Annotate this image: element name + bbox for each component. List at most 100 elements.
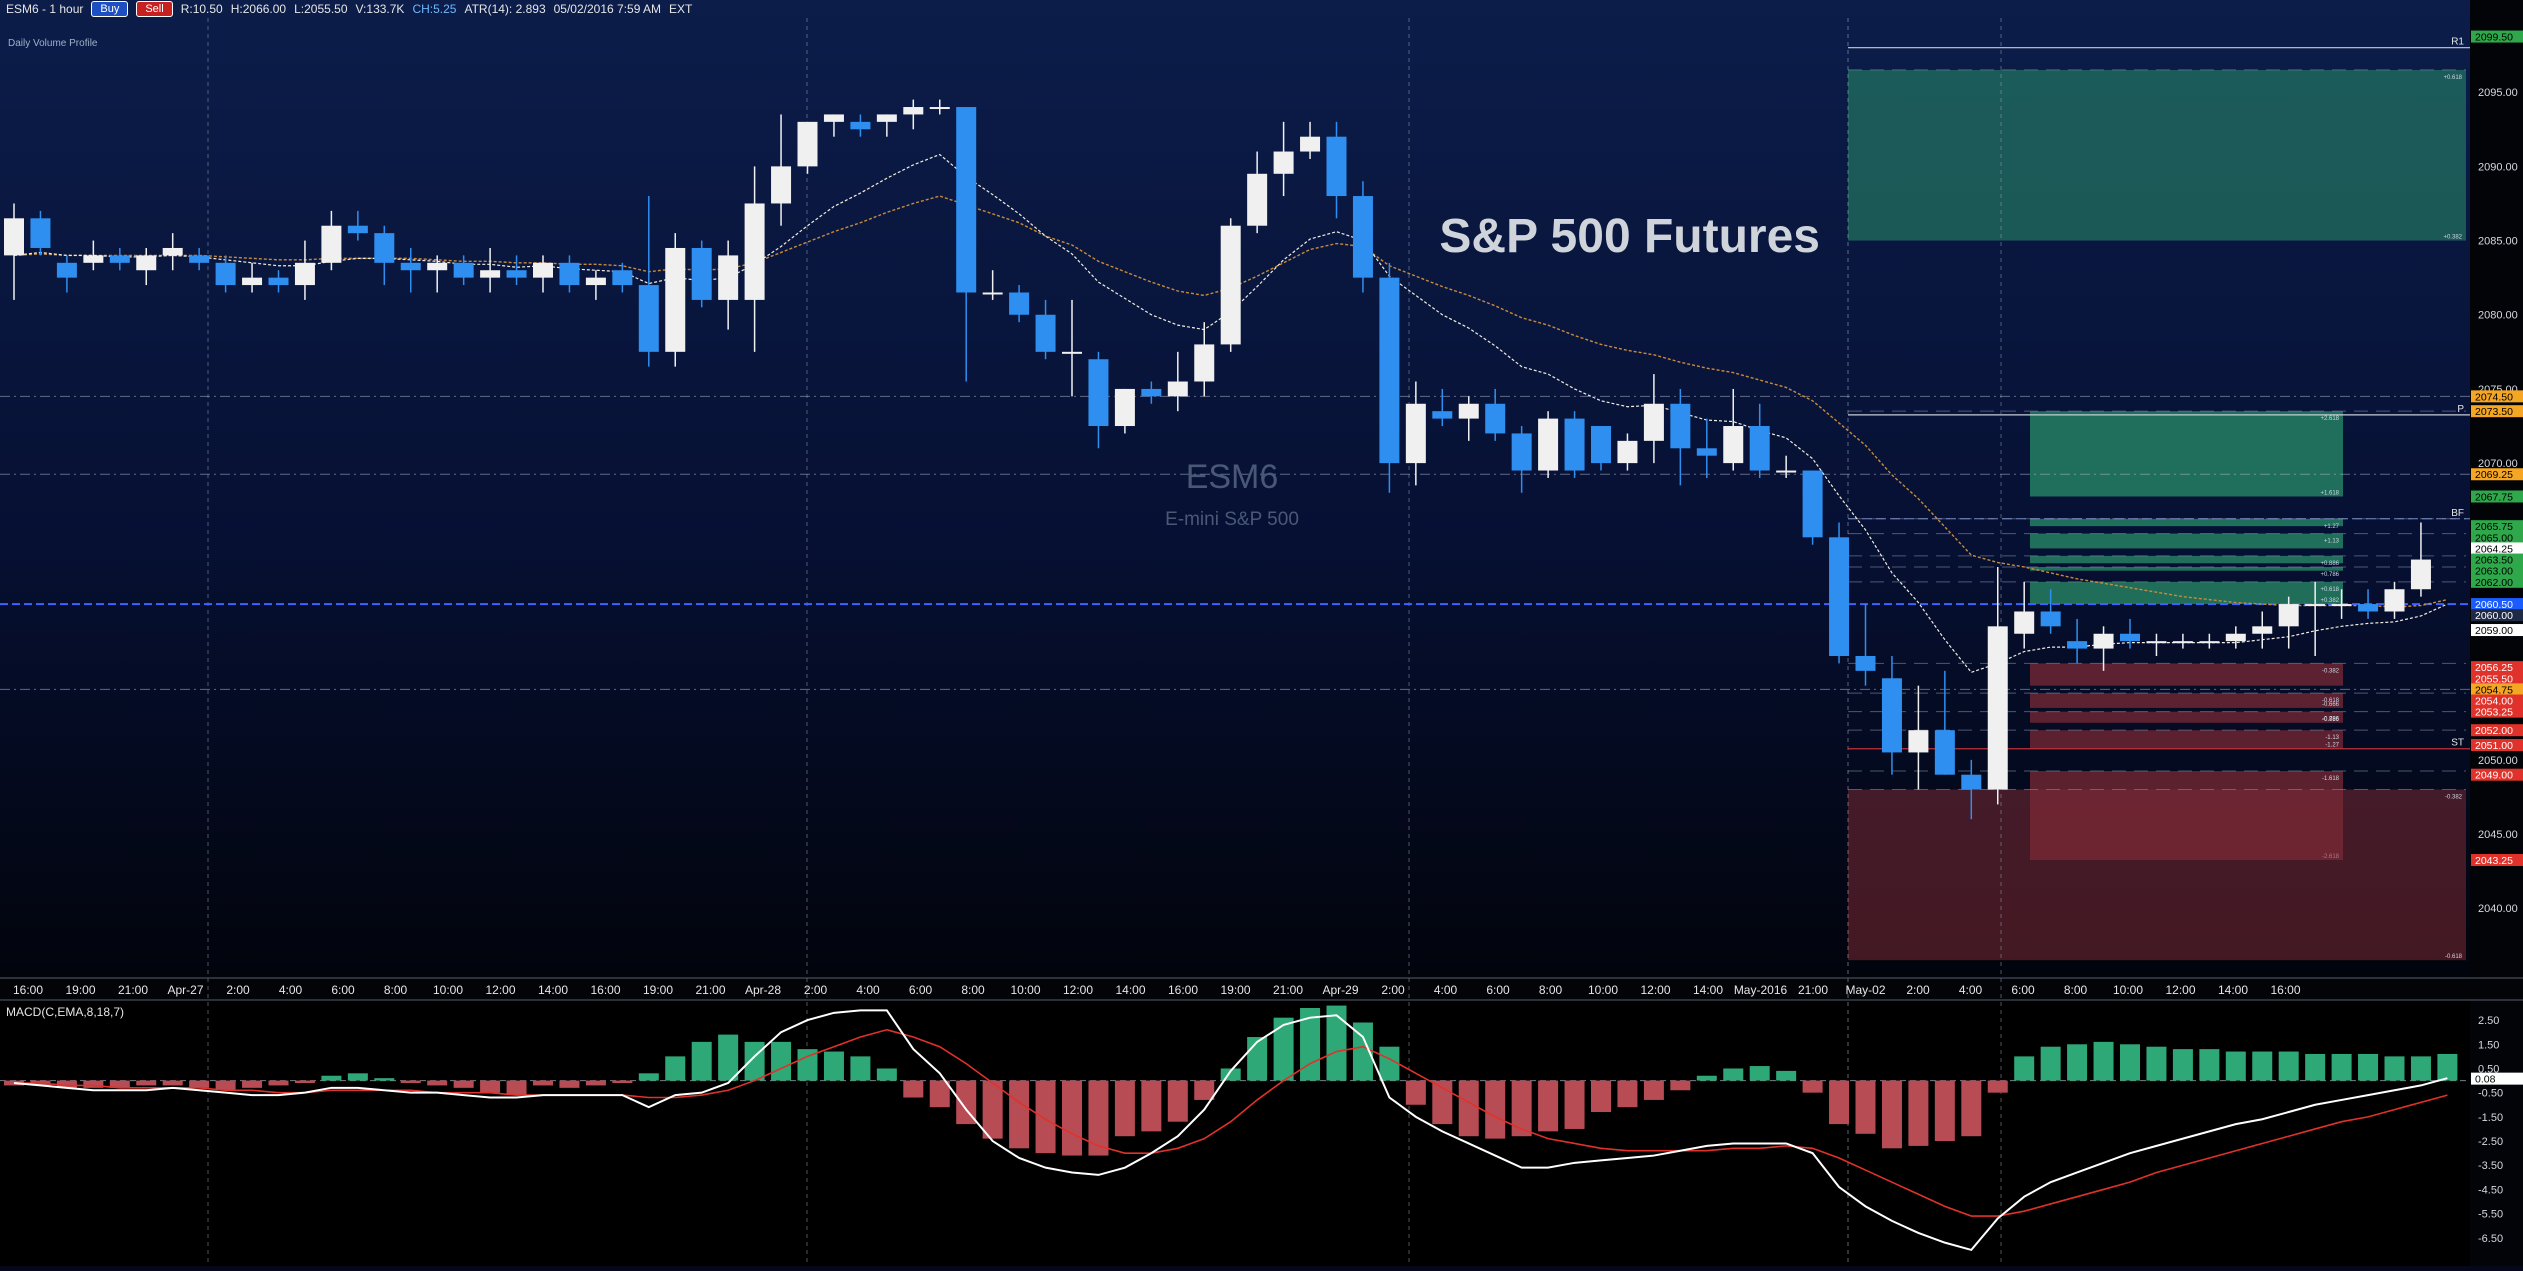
candle-body: [1511, 433, 1532, 471]
candle-body: [1829, 537, 1850, 656]
candle-body: [1300, 136, 1321, 152]
price-tag-box: [2471, 575, 2523, 588]
zone-fib-label: +0.618: [2320, 587, 2339, 593]
candle-body: [1035, 314, 1056, 352]
watermark-description: E-mini S&P 500: [1165, 509, 1299, 530]
candle-body: [480, 270, 501, 278]
candle-body: [427, 262, 448, 271]
price-tag-text: 2073.50: [2475, 406, 2513, 418]
time-tick-label: Apr-29: [1322, 983, 1358, 997]
time-tick-label: 21:00: [695, 983, 725, 997]
zone-fib-label: +1.27: [2324, 524, 2340, 530]
price-tag-text: 2099.50: [2475, 32, 2513, 44]
candle-body: [1776, 470, 1797, 473]
macd-histogram-bar: [480, 1080, 501, 1093]
macd-histogram-bar: [2225, 1051, 2246, 1081]
macd-histogram-bar: [744, 1041, 765, 1081]
macd-histogram-bar: [1141, 1080, 1162, 1132]
candle-body: [1062, 351, 1082, 354]
pivot-label: BF: [2451, 508, 2464, 519]
zone-fib-label: -1.27: [2325, 743, 2339, 749]
candle-body: [2172, 641, 2193, 644]
candle-body: [903, 107, 924, 115]
candle-body: [136, 255, 157, 271]
macd-histogram-bar: [268, 1080, 289, 1086]
macd-histogram-bar: [1300, 1008, 1321, 1081]
candle-body: [1908, 730, 1929, 753]
macd-histogram-bar: [876, 1068, 897, 1081]
macd-histogram-bar: [2410, 1056, 2431, 1081]
zone-support: [2030, 730, 2343, 749]
candle-body: [1934, 730, 1955, 775]
time-tick-label: 8:00: [2064, 983, 2088, 997]
candle-body: [2067, 641, 2088, 649]
time-tick-label: 16:00: [13, 983, 43, 997]
candle-body: [1247, 173, 1268, 226]
candle-body: [453, 262, 474, 278]
time-tick-label: 14:00: [1115, 983, 1145, 997]
time-tick-label: 14:00: [1693, 983, 1723, 997]
sell-button[interactable]: Sell: [136, 1, 173, 17]
macd-histogram-bar: [189, 1080, 210, 1088]
time-tick-label: 8:00: [1539, 983, 1563, 997]
macd-histogram-bar: [1009, 1080, 1030, 1149]
zone-support: [2030, 693, 2343, 708]
price-tag-text: 2053.25: [2475, 707, 2513, 719]
buy-button[interactable]: Buy: [91, 1, 129, 17]
price-tick-label: 2045.00: [2478, 829, 2518, 841]
ema-fast-line: [13, 153, 2448, 674]
candle-body: [189, 255, 210, 263]
candle-body: [30, 218, 51, 248]
time-tick-label: Apr-28: [745, 983, 781, 997]
price-tag-box: [2471, 553, 2523, 566]
macd-histogram-bar: [1670, 1080, 1691, 1091]
candle-body: [162, 247, 183, 256]
candle-body: [771, 166, 792, 204]
time-tick-label: 16:00: [2270, 983, 2300, 997]
zone-support: [2030, 711, 2343, 723]
macd-histogram-bar: [1511, 1080, 1532, 1137]
candle-body: [929, 107, 950, 110]
macd-histogram-bar: [1723, 1068, 1744, 1081]
time-tick-label: 19:00: [643, 983, 673, 997]
time-axis-background: [0, 978, 2523, 1000]
time-tick-label: 6:00: [909, 983, 933, 997]
candle-body: [638, 285, 659, 352]
time-tick-label: 16:00: [1168, 983, 1198, 997]
symbol-label[interactable]: ESM6 - 1 hour: [6, 2, 84, 16]
candle-body: [294, 262, 315, 286]
macd-tick-label: -6.50: [2478, 1233, 2503, 1245]
zone-fib-label: +1.618: [2320, 491, 2339, 497]
price-tag-box: [2471, 405, 2523, 418]
candle-body: [1352, 196, 1373, 278]
candle-body: [956, 107, 977, 293]
price-tag-box: [2471, 520, 2523, 533]
candle-body: [797, 121, 818, 167]
zone-fib-label: -0.618: [2445, 954, 2463, 960]
macd-tick-label: -5.50: [2478, 1209, 2503, 1221]
time-tick-label: 12:00: [2165, 983, 2195, 997]
macd-histogram-bar: [638, 1073, 659, 1081]
price-tick-label: 2070.00: [2478, 458, 2518, 470]
price-tag-text: 2062.00: [2475, 577, 2513, 589]
macd-value-text: 0.08: [2475, 1074, 2496, 1086]
candle-body: [1326, 136, 1347, 197]
macd-histogram-bar: [612, 1080, 633, 1083]
macd-histogram-bar: [1538, 1080, 1559, 1132]
macd-tick-label: 1.50: [2478, 1039, 2499, 1051]
price-tag-text: 2074.50: [2475, 391, 2513, 403]
candle-body: [876, 114, 897, 122]
price-tag-box: [2471, 661, 2523, 674]
price-tag-box: [2471, 739, 2523, 752]
candle-body: [1564, 418, 1585, 471]
macd-histogram-bar: [1485, 1080, 1506, 1139]
time-tick-label: 19:00: [1220, 983, 1250, 997]
macd-histogram-bar: [2331, 1053, 2352, 1081]
macd-histogram-bar: [956, 1080, 977, 1125]
price-tag-text: 2052.00: [2475, 725, 2513, 737]
macd-histogram-bar: [294, 1080, 315, 1083]
time-tick-label: 12:00: [1063, 983, 1093, 997]
low-stat: L:2055.50: [294, 2, 348, 16]
session-stat: EXT: [669, 2, 693, 16]
